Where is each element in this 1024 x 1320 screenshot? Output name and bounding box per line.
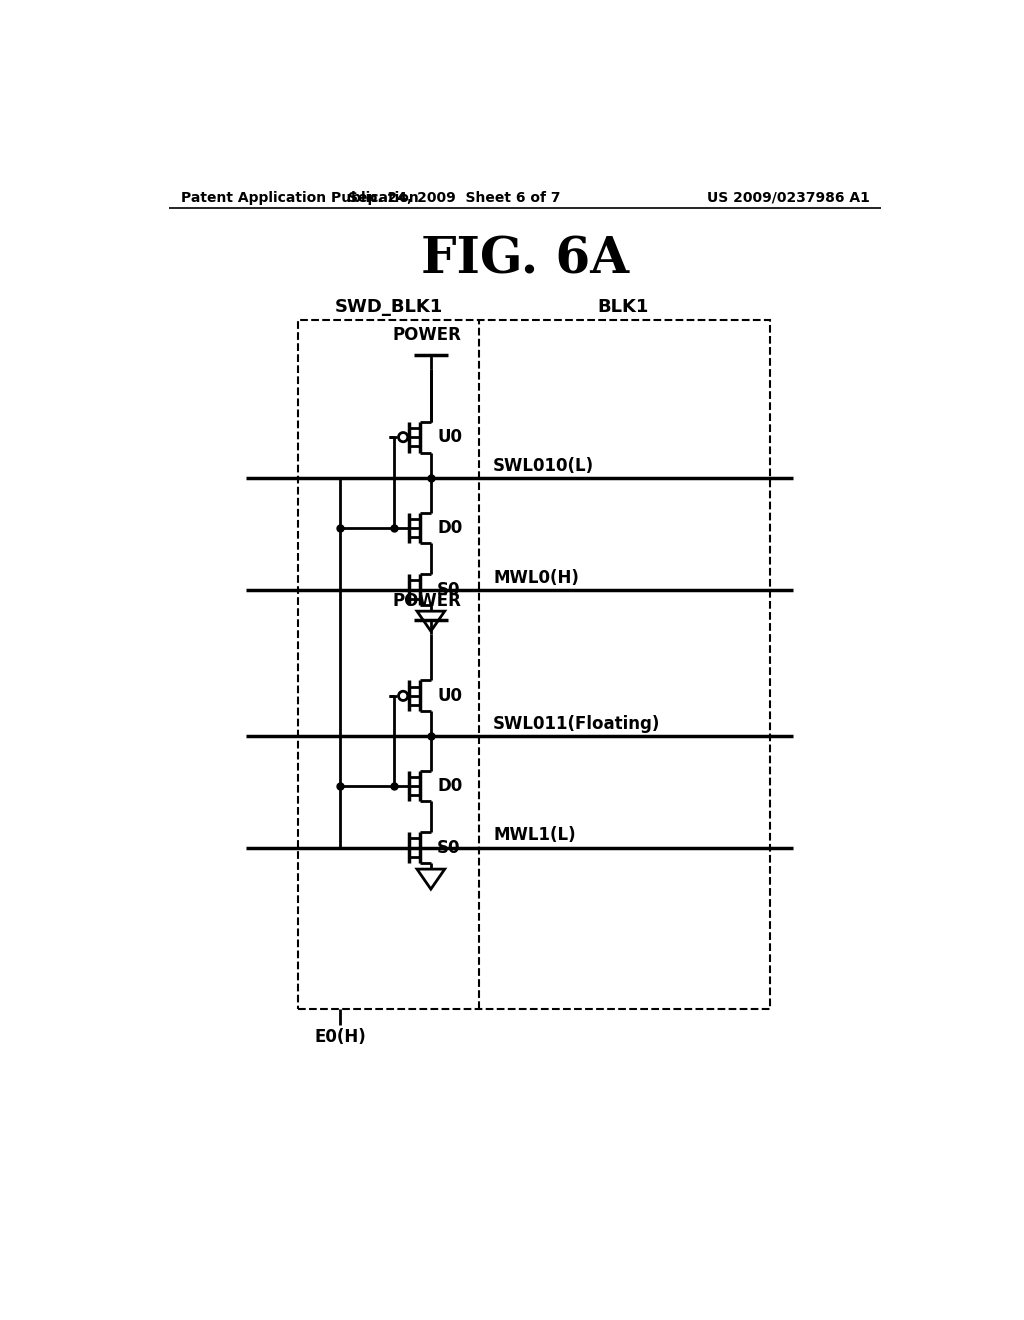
Text: SWL011(Floating): SWL011(Floating) [494,715,660,733]
Text: D0: D0 [437,777,462,795]
Text: US 2009/0237986 A1: US 2009/0237986 A1 [707,191,869,205]
Text: S0: S0 [437,581,461,598]
Text: Patent Application Publication: Patent Application Publication [180,191,419,205]
Text: E0(H): E0(H) [314,1028,366,1047]
Text: FIG. 6A: FIG. 6A [421,235,629,284]
Text: U0: U0 [437,428,462,446]
Text: Sep. 24, 2009  Sheet 6 of 7: Sep. 24, 2009 Sheet 6 of 7 [348,191,560,205]
Text: SWD_BLK1: SWD_BLK1 [335,298,442,317]
Text: S0: S0 [437,838,461,857]
Text: POWER: POWER [392,326,462,345]
Text: MWL1(L): MWL1(L) [494,826,575,845]
Text: D0: D0 [437,519,462,537]
Text: SWL010(L): SWL010(L) [494,457,594,475]
Text: BLK1: BLK1 [598,298,649,317]
Text: POWER: POWER [392,591,462,610]
Text: U0: U0 [437,686,462,705]
Text: MWL0(H): MWL0(H) [494,569,580,586]
